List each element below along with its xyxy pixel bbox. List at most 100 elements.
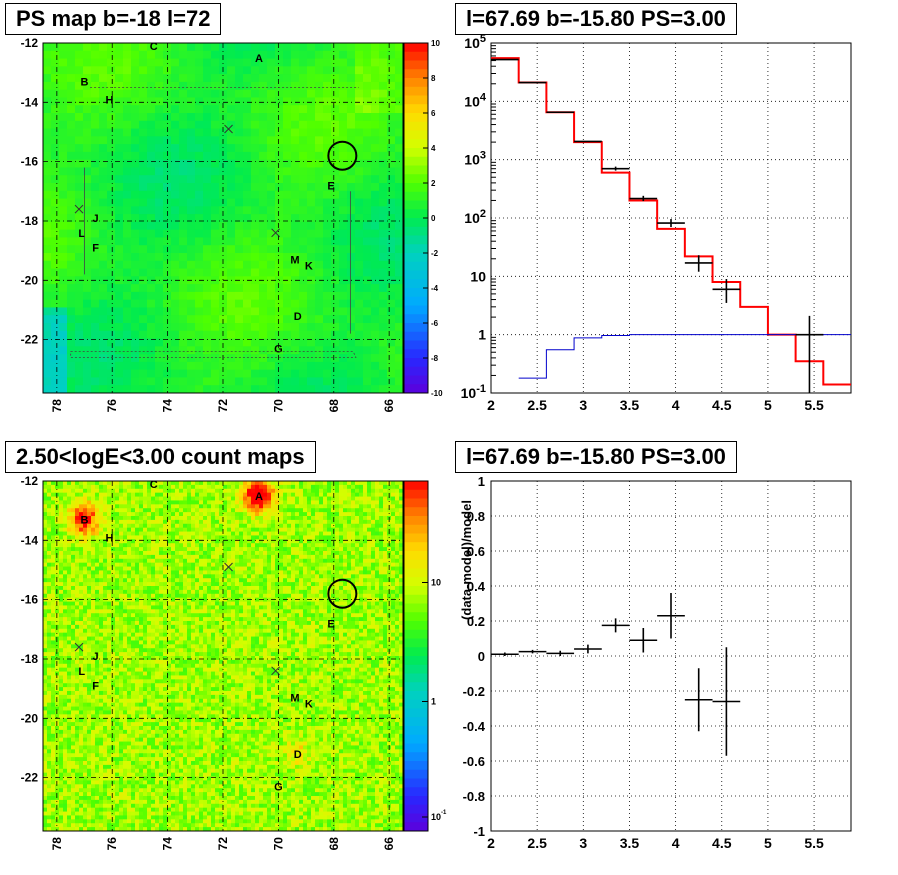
map-cell bbox=[195, 268, 204, 277]
map-cell bbox=[259, 214, 268, 223]
map-cell bbox=[75, 687, 80, 692]
map-cell bbox=[59, 796, 64, 801]
map-cell bbox=[115, 772, 120, 778]
map-cell bbox=[291, 253, 300, 262]
map-cell bbox=[99, 346, 108, 355]
map-cell bbox=[331, 291, 340, 301]
map-cell bbox=[59, 640, 64, 645]
map-cell bbox=[103, 815, 108, 820]
map-cell bbox=[119, 531, 124, 536]
map-cell bbox=[163, 481, 168, 486]
map-cell bbox=[83, 656, 88, 661]
map-cell bbox=[119, 539, 124, 544]
map-cell bbox=[315, 167, 324, 176]
map-cell bbox=[91, 547, 96, 552]
map-cell bbox=[59, 315, 68, 324]
map-cell bbox=[251, 50, 260, 60]
map-cell bbox=[275, 167, 284, 176]
map-cell bbox=[171, 354, 180, 363]
map-cell bbox=[87, 675, 92, 680]
map-cell bbox=[147, 578, 152, 583]
map-cell bbox=[251, 323, 260, 332]
map-cell bbox=[51, 128, 60, 137]
map-cell bbox=[163, 81, 172, 91]
map-cell bbox=[99, 512, 104, 517]
map-cell bbox=[103, 504, 108, 509]
map-cell bbox=[131, 496, 136, 501]
y-tick-label: -22 bbox=[21, 333, 39, 347]
map-cell bbox=[119, 714, 124, 719]
map-cell bbox=[139, 722, 144, 727]
map-cell bbox=[43, 291, 52, 301]
map-cell bbox=[315, 260, 324, 270]
map-cell bbox=[163, 543, 168, 548]
map-cell bbox=[211, 229, 220, 238]
map-cell bbox=[99, 578, 104, 583]
map-cell bbox=[347, 198, 356, 207]
map-cell bbox=[75, 551, 80, 556]
map-cell bbox=[67, 89, 76, 98]
map-cell bbox=[51, 691, 56, 696]
map-cell bbox=[171, 128, 180, 137]
map-cell bbox=[259, 268, 268, 277]
map-cell bbox=[395, 151, 404, 161]
map-cell bbox=[371, 253, 380, 262]
map-cell bbox=[111, 648, 116, 653]
map-cell bbox=[99, 799, 104, 805]
map-cell bbox=[51, 722, 56, 727]
map-cell bbox=[63, 547, 68, 552]
map-cell bbox=[83, 566, 88, 571]
map-cell bbox=[151, 624, 156, 630]
map-cell bbox=[63, 570, 68, 575]
map-cell bbox=[91, 745, 96, 750]
map-cell bbox=[111, 523, 116, 529]
map-cell bbox=[139, 346, 148, 355]
map-cell bbox=[155, 582, 160, 587]
map-cell bbox=[147, 74, 156, 83]
map-cell bbox=[103, 737, 108, 743]
map-cell bbox=[123, 597, 128, 603]
map-cell bbox=[275, 190, 284, 200]
x-tick-label: 4.5 bbox=[712, 397, 732, 413]
map-cell bbox=[135, 508, 140, 513]
map-cell bbox=[43, 198, 52, 207]
map-cell bbox=[47, 492, 52, 498]
map-cell bbox=[171, 291, 180, 301]
map-cell bbox=[111, 589, 116, 595]
map-cell bbox=[63, 613, 68, 618]
map-cell bbox=[371, 151, 380, 161]
map-cell bbox=[163, 613, 168, 618]
map-cell bbox=[147, 551, 152, 556]
map-cell bbox=[275, 315, 284, 324]
map-cell bbox=[159, 803, 164, 809]
map-cell bbox=[83, 159, 92, 168]
map-cell bbox=[155, 354, 164, 363]
map-cell bbox=[371, 369, 380, 378]
map-cell bbox=[107, 698, 112, 704]
map-cell bbox=[275, 245, 284, 254]
map-cell bbox=[43, 245, 52, 254]
map-cell bbox=[91, 605, 96, 610]
map-cell bbox=[83, 597, 88, 603]
map-cell bbox=[71, 656, 76, 661]
map-cell bbox=[75, 175, 84, 184]
map-cell bbox=[151, 539, 156, 544]
map-cell bbox=[115, 523, 120, 529]
map-cell bbox=[147, 531, 152, 536]
map-cell bbox=[155, 551, 160, 556]
map-cell bbox=[59, 698, 64, 704]
map-cell bbox=[123, 737, 128, 743]
map-cell bbox=[75, 714, 80, 719]
map-cell bbox=[159, 792, 164, 797]
map-cell bbox=[59, 827, 64, 832]
map-cell bbox=[91, 291, 100, 301]
map-cell bbox=[51, 710, 56, 715]
map-cell bbox=[339, 377, 348, 386]
map-cell bbox=[91, 827, 96, 832]
map-cell bbox=[275, 113, 284, 122]
map-cell bbox=[135, 640, 140, 645]
map-cell bbox=[283, 346, 292, 355]
map-cell bbox=[83, 89, 92, 98]
map-cell bbox=[187, 183, 196, 192]
map-cell bbox=[91, 268, 100, 277]
